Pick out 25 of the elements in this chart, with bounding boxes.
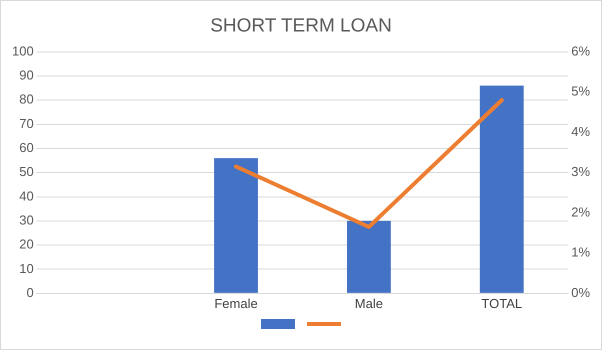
y-tick-label: 10 — [19, 260, 34, 276]
y2-tick-label: 2% — [571, 204, 590, 220]
bar — [480, 86, 524, 293]
y-tick-label: 40 — [19, 188, 34, 204]
y-tick-label: 20 — [19, 236, 34, 252]
y-tick-label: 100 — [12, 43, 34, 58]
bar — [346, 220, 391, 293]
bar — [214, 158, 258, 293]
chart-title: SHORT TERM LOAN — [210, 16, 392, 37]
x-tick-label: TOTAL — [481, 296, 522, 311]
y2-tick-label: 5% — [571, 84, 590, 99]
x-tick-label: Female — [214, 296, 258, 311]
y2-tick-label: 6% — [571, 43, 590, 58]
y2-tick-label: 4% — [571, 124, 590, 139]
x-tick-label: Male — [354, 296, 383, 311]
y2-tick-label: 3% — [571, 164, 590, 180]
y-tick-label: 50 — [19, 164, 34, 180]
y-tick-label: 0 — [26, 284, 34, 300]
y-tick-label: 80 — [19, 92, 34, 107]
y2-tick-label: 0% — [571, 284, 590, 300]
y-tick-label: 60 — [19, 140, 34, 156]
y2-tick-label: 1% — [571, 244, 590, 260]
y-tick-label: 30 — [19, 212, 34, 228]
y-tick-label: 90 — [19, 68, 34, 83]
y-tick-label: 70 — [19, 116, 34, 131]
